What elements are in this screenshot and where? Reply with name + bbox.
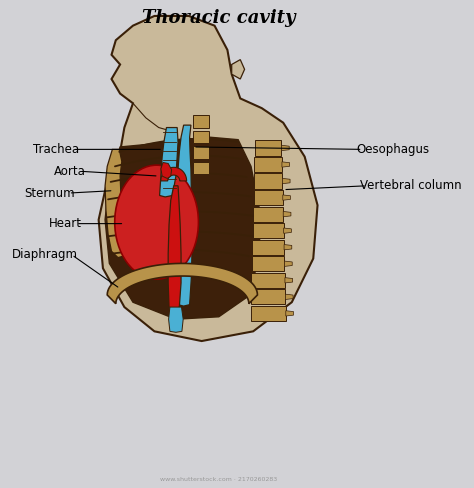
Polygon shape [254,190,283,205]
Polygon shape [105,137,260,319]
Polygon shape [252,256,284,271]
Text: Oesophagus: Oesophagus [356,143,429,156]
Polygon shape [282,162,290,167]
Polygon shape [255,157,282,172]
Polygon shape [169,307,183,332]
Polygon shape [232,60,245,79]
Polygon shape [251,289,285,305]
Text: Aorta: Aorta [54,165,86,178]
Polygon shape [251,306,286,321]
Polygon shape [283,195,291,200]
Polygon shape [99,16,318,341]
Polygon shape [283,228,292,233]
Polygon shape [251,273,285,288]
Polygon shape [161,167,187,181]
Polygon shape [285,278,292,283]
Text: Trachea: Trachea [33,143,79,156]
Polygon shape [252,240,284,255]
Text: www.shutterstock.com · 2170260283: www.shutterstock.com · 2170260283 [160,477,277,482]
Polygon shape [176,125,192,306]
Polygon shape [168,186,181,309]
Polygon shape [192,162,209,174]
Polygon shape [160,127,178,197]
Text: Sternum: Sternum [24,186,75,200]
Polygon shape [283,211,291,217]
Text: Vertebral column: Vertebral column [360,179,462,192]
Polygon shape [192,116,209,127]
Polygon shape [286,311,293,316]
Polygon shape [284,244,292,250]
Polygon shape [283,179,290,183]
Polygon shape [105,149,125,258]
Text: Diaphragm: Diaphragm [12,248,78,261]
Polygon shape [282,145,289,151]
Polygon shape [161,163,172,179]
Polygon shape [253,206,283,222]
Polygon shape [285,294,293,300]
Text: Thoracic cavity: Thoracic cavity [142,9,296,27]
Polygon shape [192,146,209,159]
Polygon shape [284,261,292,266]
Ellipse shape [115,165,199,279]
Polygon shape [255,141,282,156]
Polygon shape [253,223,283,238]
Polygon shape [107,264,257,304]
Polygon shape [192,131,209,143]
Polygon shape [254,173,283,189]
Text: Heart: Heart [49,217,82,230]
